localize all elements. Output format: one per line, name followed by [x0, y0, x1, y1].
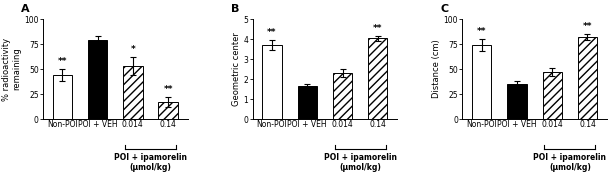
- Text: C: C: [441, 4, 449, 14]
- Text: *: *: [131, 45, 135, 54]
- Text: **: **: [583, 22, 592, 31]
- Bar: [368, 38, 387, 119]
- Text: POI + ipamorelin
(μmol/kg): POI + ipamorelin (μmol/kg): [533, 153, 606, 172]
- Text: POI + ipamorelin
(μmol/kg): POI + ipamorelin (μmol/kg): [114, 153, 187, 172]
- Text: A: A: [21, 4, 30, 14]
- Text: **: **: [267, 28, 276, 37]
- Y-axis label: Geometric center: Geometric center: [232, 32, 241, 106]
- Text: **: **: [164, 85, 173, 94]
- Bar: [123, 66, 143, 119]
- Bar: [88, 40, 107, 119]
- Bar: [53, 75, 72, 119]
- Bar: [543, 72, 562, 119]
- Bar: [297, 86, 317, 119]
- Text: **: **: [373, 24, 383, 33]
- Bar: [158, 102, 178, 119]
- Text: **: **: [477, 27, 486, 36]
- Text: B: B: [231, 4, 239, 14]
- Bar: [507, 84, 527, 119]
- Bar: [262, 45, 282, 119]
- Bar: [472, 45, 492, 119]
- Y-axis label: Distance (cm): Distance (cm): [432, 40, 441, 98]
- Text: **: **: [58, 57, 67, 66]
- Bar: [333, 73, 352, 119]
- Text: POI + ipamorelin
(μmol/kg): POI + ipamorelin (μmol/kg): [324, 153, 397, 172]
- Bar: [578, 37, 597, 119]
- Y-axis label: % radioactivity
remaining: % radioactivity remaining: [2, 38, 21, 101]
